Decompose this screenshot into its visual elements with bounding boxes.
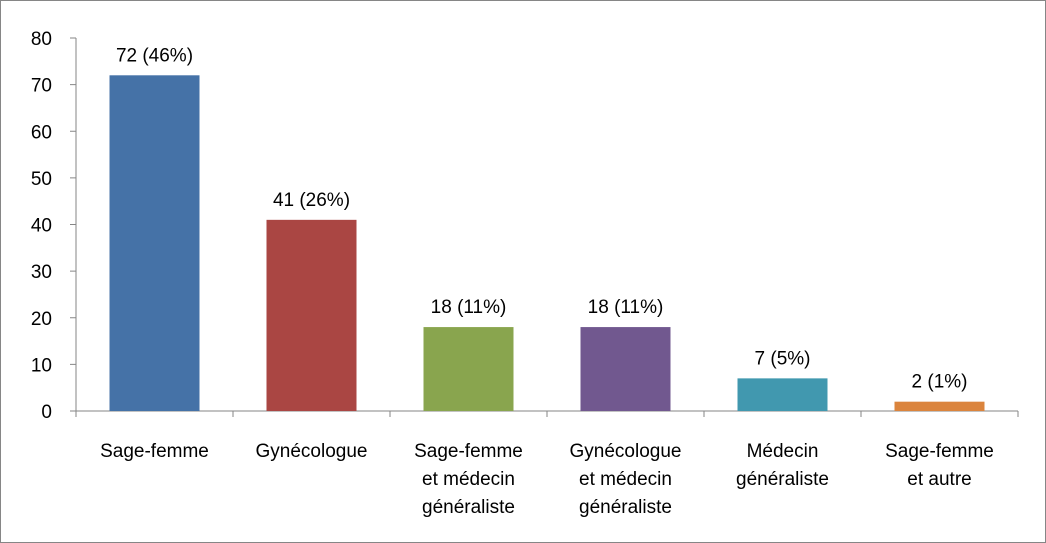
y-tick-label: 50 (31, 169, 52, 190)
data-label: 72 (46%) (116, 45, 193, 66)
y-tick-label: 70 (31, 76, 52, 97)
y-tick-label: 10 (31, 355, 52, 376)
bar (737, 378, 828, 411)
bar (266, 219, 357, 411)
data-label: 18 (11%) (588, 297, 664, 318)
x-tick-label: Gynécologue et médecin généraliste (570, 441, 682, 518)
y-tick-label: 40 (31, 216, 52, 237)
y-tick-label: 80 (31, 29, 52, 50)
y-tick-label: 60 (31, 122, 52, 143)
bar (580, 327, 671, 411)
y-tick-label: 30 (31, 262, 52, 283)
bar (423, 327, 514, 411)
bar (894, 401, 985, 411)
y-tick-label: 0 (41, 402, 52, 423)
data-label: 7 (5%) (755, 348, 811, 369)
data-label: 18 (11%) (431, 297, 507, 318)
x-tick-label: Sage-femme et médecin généraliste (414, 441, 523, 518)
x-tick-label: Sage-femme et autre (885, 441, 994, 490)
data-label: 41 (26%) (273, 190, 350, 211)
bar (109, 75, 200, 412)
y-tick-label: 20 (31, 309, 52, 330)
x-tick-label: Gynécologue (256, 441, 368, 462)
x-tick-label: Sage-femme (100, 441, 209, 462)
x-tick-label: Médecin généraliste (736, 441, 829, 490)
data-label: 2 (1%) (912, 372, 968, 393)
